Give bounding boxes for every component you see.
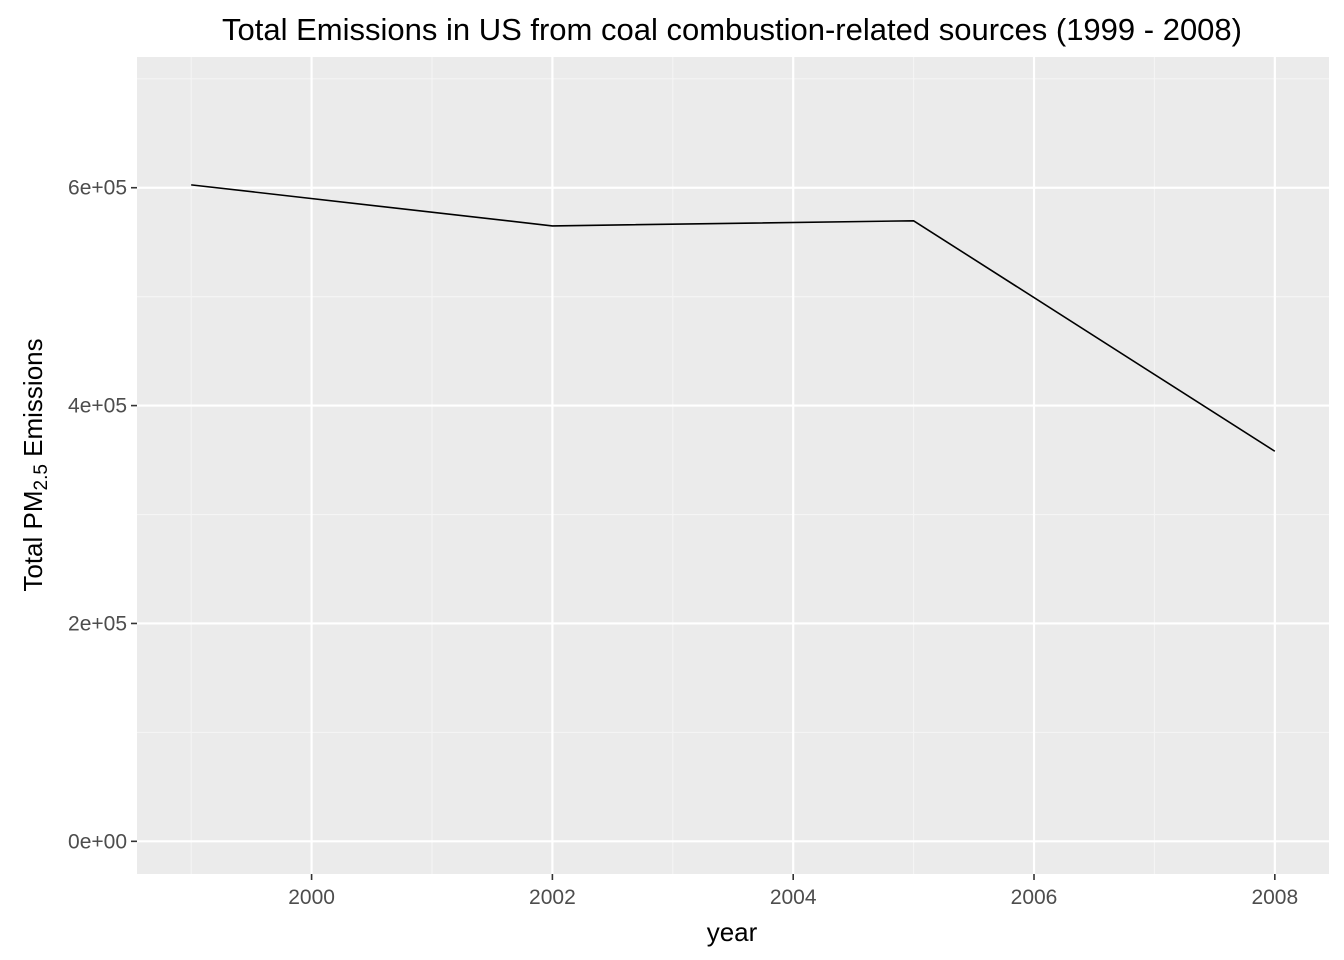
series-layer: [191, 184, 1276, 452]
y-axis-title-suffix: Emissions: [18, 338, 48, 464]
x-tick-label: 2000: [288, 886, 335, 909]
x-tick-label: 2004: [770, 886, 817, 909]
y-tick-label: 6e+05: [68, 177, 127, 200]
x-tick-label: 2008: [1251, 886, 1298, 909]
y-axis-title: Total PM2.5 Emissions: [18, 338, 52, 591]
x-axis: 2000 2002 2004 2006 2008: [288, 874, 1298, 909]
chart-title: Total Emissions in US from coal combusti…: [222, 12, 1242, 47]
y-axis-title-prefix: Total PM: [18, 490, 48, 591]
series-line: [191, 184, 1276, 452]
major-gridlines: [137, 57, 1329, 874]
x-tick-label: 2006: [1011, 886, 1058, 909]
y-axis: 0e+00 2e+05 4e+05 6e+05: [68, 177, 137, 853]
y-tick-label: 4e+05: [68, 395, 127, 418]
x-axis-title: year: [707, 917, 758, 947]
y-tick-label: 2e+05: [68, 612, 127, 635]
x-tick-label: 2002: [529, 886, 576, 909]
plot-panel: [137, 57, 1329, 874]
y-tick-label: 0e+00: [68, 830, 127, 853]
minor-gridlines: [137, 57, 1329, 874]
y-axis-title-subscript: 2.5: [31, 464, 52, 490]
